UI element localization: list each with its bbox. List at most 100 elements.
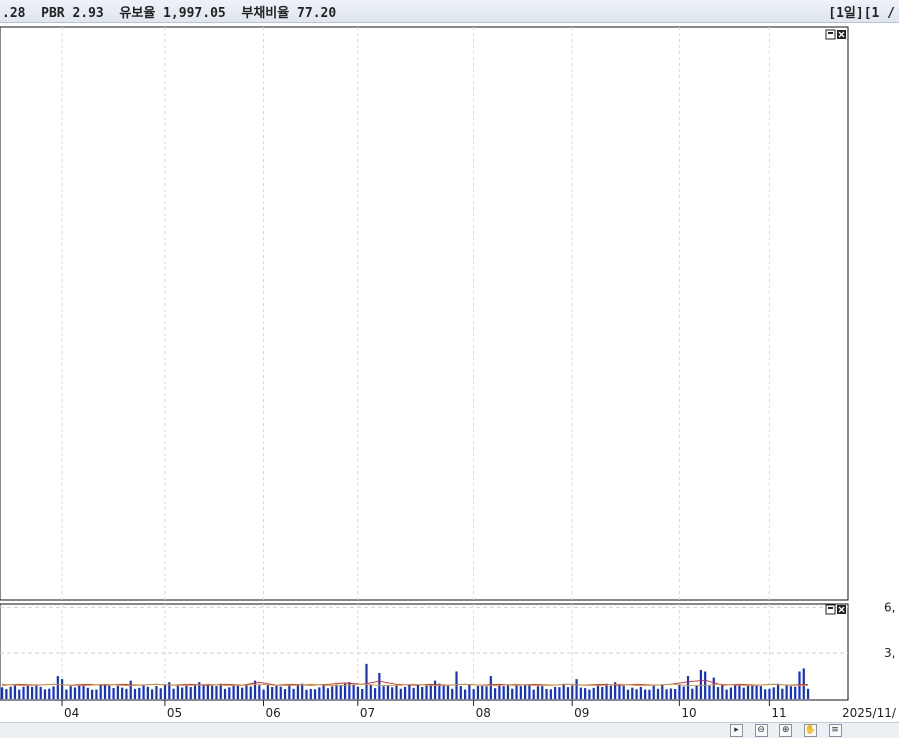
x-tick-label: 10 — [681, 706, 696, 720]
hand-icon[interactable]: ✋ — [803, 724, 817, 737]
volume-tick-label: 3, — [884, 646, 895, 660]
volume-bar — [142, 685, 145, 699]
volume-bar — [498, 685, 501, 699]
volume-bar — [806, 688, 810, 699]
volume-bar — [682, 686, 685, 699]
volume-bar — [626, 689, 630, 699]
volume-bar — [288, 684, 291, 699]
panel-maximize-icon — [825, 29, 836, 40]
volume-bar — [206, 685, 209, 699]
volume-bar — [519, 686, 522, 699]
volume-bar — [99, 685, 102, 699]
panel-maximize-glyph — [828, 32, 833, 34]
volume-bar — [652, 685, 655, 699]
volume-bar — [399, 688, 402, 699]
volume-bar — [669, 688, 672, 699]
period-range-text[interactable]: [1일][1 / — [828, 6, 895, 21]
volume-bar — [9, 686, 12, 699]
volume-bar — [172, 688, 175, 699]
volume-bar — [588, 689, 591, 699]
stock-chart[interactable]: 39,300(39.36% 2025/10/16)매수52주30,096원363… — [0, 0, 899, 722]
volume-bar — [262, 689, 265, 699]
zoom-out-icon[interactable]: ⊖ — [754, 724, 768, 737]
volume-bar — [193, 685, 197, 699]
volume-bar — [129, 680, 132, 699]
volume-bar — [463, 689, 467, 699]
volume-bar — [403, 686, 407, 699]
volume-bar — [511, 688, 514, 699]
volume-bar — [656, 688, 660, 699]
volume-bar — [545, 688, 548, 699]
volume-bar — [772, 687, 775, 699]
volume-bar — [189, 687, 192, 699]
volume-bar — [549, 689, 552, 699]
volume-bar — [326, 688, 330, 699]
volume-bar — [494, 688, 497, 699]
volume-bar — [236, 684, 239, 699]
volume-bar — [789, 686, 793, 699]
volume-bar — [438, 683, 441, 699]
volume-bar — [271, 687, 274, 699]
volume-bar — [228, 687, 231, 699]
volume-bar — [168, 682, 171, 699]
volume-bar — [335, 684, 338, 699]
volume-bar — [481, 686, 484, 699]
volume-bar — [746, 684, 750, 699]
volume-bar — [592, 687, 595, 699]
volume-ma-long — [1, 683, 808, 686]
volume-bar — [541, 686, 544, 699]
x-tick-label: 06 — [266, 706, 281, 720]
zoom-in-icon[interactable]: ⊕ — [779, 724, 793, 737]
volume-bar — [579, 687, 582, 699]
volume-bar — [95, 689, 98, 699]
volume-bar — [665, 689, 668, 699]
volume-bar — [369, 684, 372, 699]
volume-bar — [416, 685, 420, 699]
volume-bar — [91, 689, 94, 699]
volume-bar — [446, 685, 450, 699]
volume-bar — [502, 686, 505, 699]
volume-bar — [716, 687, 720, 699]
volume-bar — [78, 684, 81, 699]
volume-bar — [121, 687, 124, 699]
volume-bar — [712, 677, 715, 699]
volume-bar — [768, 688, 771, 699]
volume-bar — [378, 673, 381, 699]
volume-bar — [382, 686, 385, 699]
play-icon[interactable]: ▸ — [730, 724, 743, 737]
volume-bar — [562, 683, 565, 699]
volume-bar — [755, 685, 758, 699]
volume-bar — [554, 686, 557, 699]
volume-bar — [515, 685, 518, 699]
volume-bar — [215, 685, 218, 699]
volume-bar — [644, 689, 647, 699]
volume-bar — [73, 687, 77, 699]
volume-bar — [489, 676, 492, 699]
volume-bar — [429, 684, 432, 699]
volume-bar — [292, 688, 295, 699]
volume-bar — [635, 689, 638, 699]
volume-bar — [674, 688, 677, 699]
volume-panel — [0, 603, 849, 701]
volume-bar — [678, 684, 681, 699]
volume-bar — [558, 687, 561, 699]
volume-bar — [738, 684, 741, 699]
volume-tick-label: 6, — [884, 600, 895, 614]
volume-bar — [163, 684, 167, 699]
volume-bar — [536, 686, 540, 699]
volume-bar — [794, 686, 797, 699]
volume-bar — [584, 688, 587, 699]
volume-bar — [343, 683, 347, 699]
volume-bar — [395, 685, 398, 699]
volume-bar — [86, 687, 89, 699]
volume-bar — [781, 688, 784, 699]
volume-bar — [258, 685, 261, 699]
stock-metrics-text: .28 PBR 2.93 유보율 1,997.05 부채비율 77.20 — [2, 6, 337, 21]
volume-bar — [725, 689, 728, 699]
volume-bar — [648, 689, 651, 699]
scroll-grip-icon[interactable]: ≡ — [828, 724, 842, 737]
volume-bar — [138, 687, 141, 699]
volume-bar — [108, 685, 111, 699]
volume-bar — [759, 686, 762, 699]
volume-bar — [181, 687, 184, 699]
